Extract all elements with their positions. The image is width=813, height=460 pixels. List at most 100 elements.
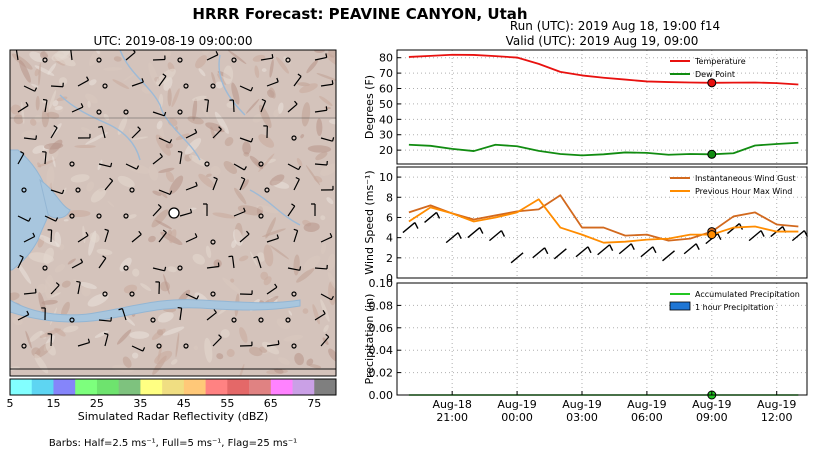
barb-feather xyxy=(169,139,173,144)
terrain-patch xyxy=(46,166,55,189)
series-line xyxy=(408,198,799,244)
barb-shaft xyxy=(239,137,252,143)
barb-feather xyxy=(195,181,198,186)
barb-feather xyxy=(218,334,222,338)
calm-wind-marker xyxy=(183,83,189,89)
map-wind-barb xyxy=(287,266,302,271)
barb-feather xyxy=(717,233,722,240)
barb-feather xyxy=(587,246,592,254)
barb-feather xyxy=(104,332,109,335)
calm-wind-marker xyxy=(129,187,135,193)
barb-feather xyxy=(271,54,274,59)
colorbar-swatch xyxy=(292,379,315,395)
terrain-patch xyxy=(205,245,212,259)
barb-shaft xyxy=(185,293,198,300)
barb-shaft xyxy=(232,99,235,113)
terrain-patch xyxy=(127,214,137,220)
calm-wind-marker xyxy=(204,161,210,167)
barb-feather xyxy=(177,306,182,309)
terrain-patch xyxy=(273,109,280,118)
wind-barb xyxy=(748,230,765,242)
map-wind-barb xyxy=(131,230,142,243)
barb-shaft xyxy=(104,180,114,191)
terrain-patch xyxy=(28,330,43,343)
terrain-patch xyxy=(32,145,46,154)
barb-shaft xyxy=(314,109,327,113)
barb-feather xyxy=(274,283,278,288)
calm-wind-marker xyxy=(291,291,297,297)
y-tick-label: 8 xyxy=(386,191,393,204)
x-tick-time: 21:00 xyxy=(436,411,468,424)
map-wind-barb xyxy=(293,176,300,191)
wind-barb xyxy=(402,222,419,234)
calm-wind-marker xyxy=(21,187,27,193)
barb-feather xyxy=(243,207,246,212)
barb-shaft xyxy=(131,129,141,139)
barb-shaft xyxy=(104,230,110,243)
wind-barb xyxy=(662,250,675,262)
terrain-patch xyxy=(21,101,25,124)
colorbar-label: Simulated Radar Reflectivity (dBZ) xyxy=(78,410,269,423)
calm-wind-marker xyxy=(210,83,216,89)
barb-shaft xyxy=(266,286,278,295)
terrain-patch xyxy=(74,144,96,149)
calm-wind-marker xyxy=(177,265,183,271)
y-axis-label: Wind Speed (ms⁻¹) xyxy=(363,170,376,274)
terrain-patch xyxy=(155,220,173,230)
barb-feather xyxy=(243,166,247,171)
barb-shaft xyxy=(293,230,299,243)
terrain-patch xyxy=(326,253,336,271)
calm-wind-marker xyxy=(123,213,129,219)
barb-shaft xyxy=(467,227,481,239)
calm-wind-marker xyxy=(102,291,108,297)
terrain-patch xyxy=(316,118,323,137)
terrain-patch xyxy=(158,167,175,174)
barb-shaft xyxy=(17,256,24,269)
barb-feather xyxy=(55,282,60,286)
terrain-patch xyxy=(211,71,216,85)
barb-feather xyxy=(298,165,302,170)
terrain-patch xyxy=(201,105,210,120)
colorbar-swatch xyxy=(10,379,33,395)
terrain-patch xyxy=(226,348,235,357)
barb-shaft xyxy=(402,222,416,234)
barb-shaft xyxy=(320,236,333,243)
barb-feather xyxy=(240,176,246,180)
map-wind-barb xyxy=(177,150,183,165)
run-label: Run (UTC): 2019 Aug 18, 19:00 f14 xyxy=(510,19,720,33)
barb-feather xyxy=(276,234,279,239)
calm-wind-marker xyxy=(285,57,291,63)
barb-shaft xyxy=(287,103,298,113)
barb-feather xyxy=(102,255,107,259)
map-wind-barb xyxy=(98,162,113,168)
y-tick-label: 0.08 xyxy=(369,299,394,312)
map-wind-barb xyxy=(104,228,110,243)
map-wind-barb xyxy=(185,181,198,191)
y-tick-label: 0.00 xyxy=(369,389,394,402)
barb-shaft xyxy=(152,267,165,272)
barb-shaft xyxy=(233,163,245,171)
terrain-patch xyxy=(242,141,251,155)
terrain-patch xyxy=(10,292,20,301)
barb-feather xyxy=(76,280,81,283)
terrain-patch xyxy=(140,283,152,292)
map-panel xyxy=(10,50,336,376)
barb-feather xyxy=(163,111,167,117)
calm-wind-marker xyxy=(21,343,27,349)
terrain-patch xyxy=(239,363,245,376)
map-wind-barb xyxy=(320,233,333,243)
terrain-patch xyxy=(60,301,70,318)
plot-frame xyxy=(396,166,808,279)
map-wind-barb xyxy=(77,76,90,87)
map-wind-barb xyxy=(71,258,84,269)
terrain-patch xyxy=(94,330,109,338)
terrain-patch xyxy=(67,258,76,265)
calm-wind-marker xyxy=(96,213,102,219)
map-wind-barb xyxy=(131,345,146,352)
precipitation-panel: 0.00 0.02 0.04 0.06 0.08 0.10 Precipitation (i… xyxy=(363,277,808,402)
terrain-patch xyxy=(98,187,104,192)
barb-feather xyxy=(80,103,84,108)
terrain-patch xyxy=(171,88,180,108)
map-wind-barb xyxy=(17,254,24,269)
